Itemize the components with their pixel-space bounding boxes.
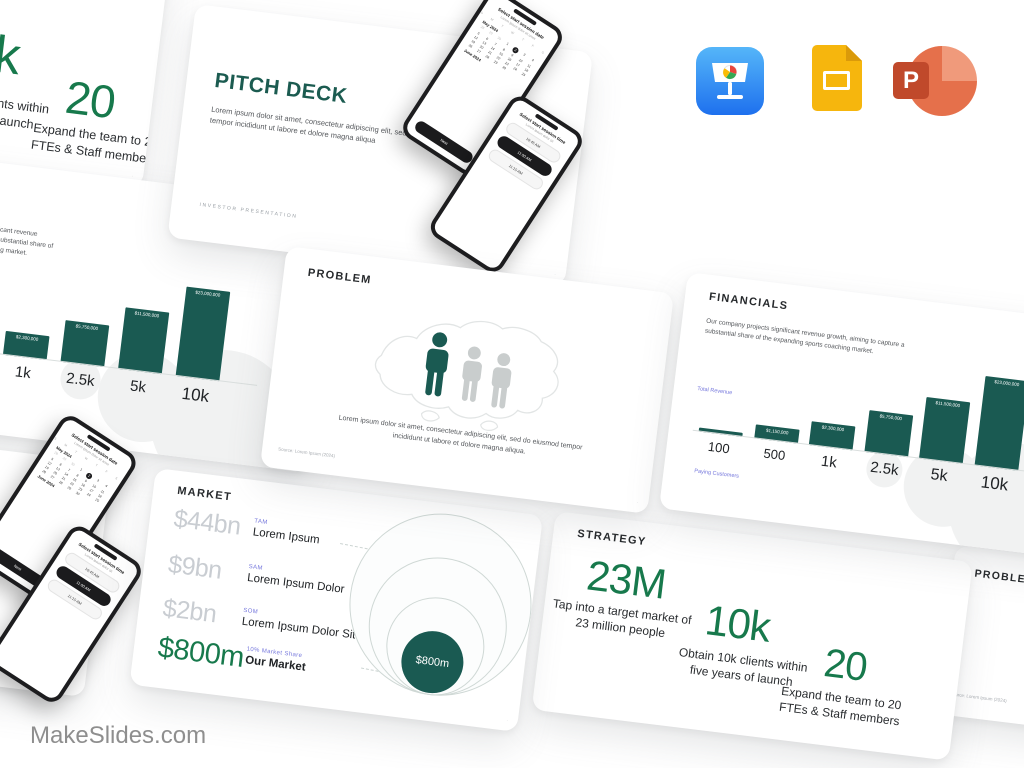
page-number-mark: ·: [636, 499, 639, 505]
stat-team-caption: Expand the team to 20 FTEs & Staff membe…: [778, 683, 903, 729]
cover-title: PITCH DECK: [213, 68, 349, 109]
x-tick: 500: [762, 445, 787, 464]
x-axis-label: Paying Customers: [693, 468, 740, 480]
bar-10k: $23,000,000: [974, 376, 1024, 471]
slide-market: MARKET $44bn TAM Lorem Ipsum $9bn SAM Lo…: [129, 468, 544, 732]
powerpoint-icon: P: [893, 44, 977, 118]
person-icon: [491, 353, 512, 409]
slides-frame: [823, 71, 850, 90]
tam-value: $44bn: [172, 504, 243, 541]
problem-source: Source: Lorem Ipsum (2024): [277, 446, 336, 459]
problem-title: PROBLEM: [307, 266, 373, 287]
sam-value: $9bn: [166, 550, 224, 585]
cover-footer: INVESTOR PRESENTATION: [199, 201, 298, 220]
bar-2.5k: $5,750,000: [60, 320, 110, 368]
strategy-title: STRATEGY: [576, 527, 648, 549]
problem-title: PROBLEM: [973, 567, 1024, 587]
som-row: SOM Lorem Ipsum Dolor Sit: [241, 608, 357, 642]
powerpoint-p-tile: P: [893, 62, 929, 99]
keynote-icon: [696, 47, 764, 115]
som-value: $2bn: [161, 594, 218, 629]
tam-row: TAM Lorem Ipsum: [252, 518, 321, 546]
page-number-mark: ·: [131, 173, 134, 179]
slide-strategy: STRATEGY 23M Tap into a target market of…: [531, 511, 973, 761]
our-market-row: 10% Market Share Our Market: [244, 646, 307, 673]
bar-10k: $23,000,000: [175, 286, 231, 382]
bar-5k: $11,500,000: [118, 307, 170, 375]
stat-clients-value: 10k: [702, 596, 773, 651]
slide-strategy-fragment: 10k Obtain 10k clients within five years…: [0, 0, 175, 188]
problem-source: Source: Lorem Ipsum (2024): [949, 691, 1007, 704]
slide-financials: FINANCIALS Our company projects signific…: [658, 272, 1024, 559]
bar-5k: $11,500,000: [918, 397, 971, 464]
x-tick: 1k: [819, 452, 838, 472]
page-number-mark: ·: [554, 271, 557, 277]
person-icon: [461, 346, 482, 402]
page-number-mark: ·: [506, 717, 509, 723]
next-button: Next: [412, 119, 475, 166]
brand-wordmark: MakeSlides.com: [30, 722, 207, 749]
stat-team-value: 20: [62, 70, 118, 129]
person-icon-highlighted: [425, 332, 449, 397]
sam-row: SAM Lorem Ipsum Dolor: [247, 564, 347, 596]
market-title: MARKET: [176, 484, 233, 504]
bar-2.5k: $5,750,000: [864, 410, 914, 458]
our-market-value: $800m: [156, 631, 246, 674]
stat-clients-value: 10k: [0, 18, 23, 87]
slide-cover: PITCH DECK Lorem ipsum dolor sit amet, c…: [167, 0, 594, 286]
slide-problem: PROBLEM Lorem ipsum dolor sit amet, cons…: [259, 246, 675, 514]
keynote-glyph: [712, 63, 748, 99]
slide-cover-fragment: Select start session date Lorem ipsum do…: [0, 411, 146, 707]
google-slides-icon: [812, 45, 862, 111]
x-tick: 1k: [13, 363, 32, 383]
x-tick: 100: [707, 438, 731, 457]
